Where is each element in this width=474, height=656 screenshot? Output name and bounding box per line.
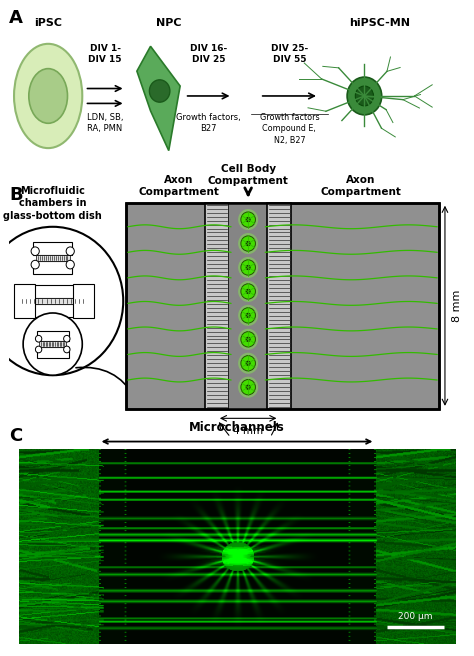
FancyArrowPatch shape <box>76 367 135 398</box>
Circle shape <box>246 265 251 270</box>
Bar <box>267 203 291 409</box>
Circle shape <box>241 212 255 227</box>
Bar <box>18 285 88 298</box>
Circle shape <box>36 346 42 353</box>
Circle shape <box>238 353 258 374</box>
Bar <box>14 284 35 318</box>
Circle shape <box>66 247 74 255</box>
Text: 8 mm: 8 mm <box>452 289 462 322</box>
Ellipse shape <box>14 44 82 148</box>
Circle shape <box>241 380 255 395</box>
Circle shape <box>241 236 255 251</box>
Text: A: A <box>9 9 23 27</box>
Circle shape <box>238 257 258 278</box>
Circle shape <box>31 260 39 269</box>
Circle shape <box>66 260 74 269</box>
Circle shape <box>241 260 255 275</box>
Text: DIV 1-
DIV 15: DIV 1- DIV 15 <box>88 44 122 64</box>
Bar <box>126 203 439 409</box>
Text: hiPSC-MN: hiPSC-MN <box>349 18 410 28</box>
Circle shape <box>36 335 42 342</box>
Circle shape <box>15 303 23 312</box>
Bar <box>37 331 69 341</box>
Circle shape <box>246 337 251 342</box>
Circle shape <box>64 346 70 353</box>
Circle shape <box>82 290 90 298</box>
Circle shape <box>238 281 258 302</box>
Text: 4 mm: 4 mm <box>233 426 263 436</box>
Bar <box>20 298 86 304</box>
Text: LDN, SB,
RA, PMN: LDN, SB, RA, PMN <box>87 113 123 133</box>
Circle shape <box>0 227 123 375</box>
Circle shape <box>15 290 23 298</box>
Ellipse shape <box>149 80 170 102</box>
Text: Cell Body
Compartment: Cell Body Compartment <box>208 165 289 186</box>
Text: iPSC: iPSC <box>34 18 62 28</box>
Text: C: C <box>9 427 22 445</box>
Text: Microchannels: Microchannels <box>189 421 285 434</box>
Bar <box>33 261 72 274</box>
Circle shape <box>23 313 82 375</box>
Bar <box>205 203 229 409</box>
Polygon shape <box>137 47 180 151</box>
Circle shape <box>246 241 251 246</box>
Ellipse shape <box>29 69 67 123</box>
Bar <box>229 203 267 409</box>
Circle shape <box>241 356 255 371</box>
Bar <box>39 341 66 347</box>
Text: DIV 16-
DIV 25: DIV 16- DIV 25 <box>190 44 227 64</box>
Circle shape <box>241 284 255 299</box>
Text: Axon
Compartment: Axon Compartment <box>138 176 219 197</box>
Text: NPC: NPC <box>156 18 182 28</box>
Text: Growth factors
Compound E,
N2, B27: Growth factors Compound E, N2, B27 <box>260 113 319 144</box>
Text: Microfluidic
chambers in
glass-bottom dish: Microfluidic chambers in glass-bottom di… <box>3 186 102 221</box>
Circle shape <box>241 332 255 347</box>
Circle shape <box>238 209 258 230</box>
Circle shape <box>82 303 90 312</box>
Circle shape <box>238 233 258 254</box>
Text: Growth factors,
B27: Growth factors, B27 <box>176 113 241 133</box>
Circle shape <box>64 335 70 342</box>
Bar <box>126 203 439 409</box>
Circle shape <box>31 247 39 255</box>
Bar <box>37 347 69 358</box>
Bar <box>36 255 70 261</box>
Text: B: B <box>9 186 23 204</box>
Circle shape <box>356 86 374 106</box>
Circle shape <box>246 361 251 366</box>
Circle shape <box>246 313 251 318</box>
Text: Axon
Compartment: Axon Compartment <box>320 176 401 197</box>
Text: DIV 25-
DIV 55: DIV 25- DIV 55 <box>271 44 308 64</box>
Circle shape <box>241 308 255 323</box>
Text: 200 μm: 200 μm <box>399 612 433 621</box>
Circle shape <box>238 329 258 350</box>
Circle shape <box>246 289 251 294</box>
Bar <box>18 304 88 317</box>
Bar <box>73 284 94 318</box>
Circle shape <box>238 377 258 398</box>
Circle shape <box>246 384 251 390</box>
Bar <box>33 242 72 255</box>
Circle shape <box>238 305 258 326</box>
Circle shape <box>246 217 251 222</box>
Circle shape <box>347 77 382 115</box>
